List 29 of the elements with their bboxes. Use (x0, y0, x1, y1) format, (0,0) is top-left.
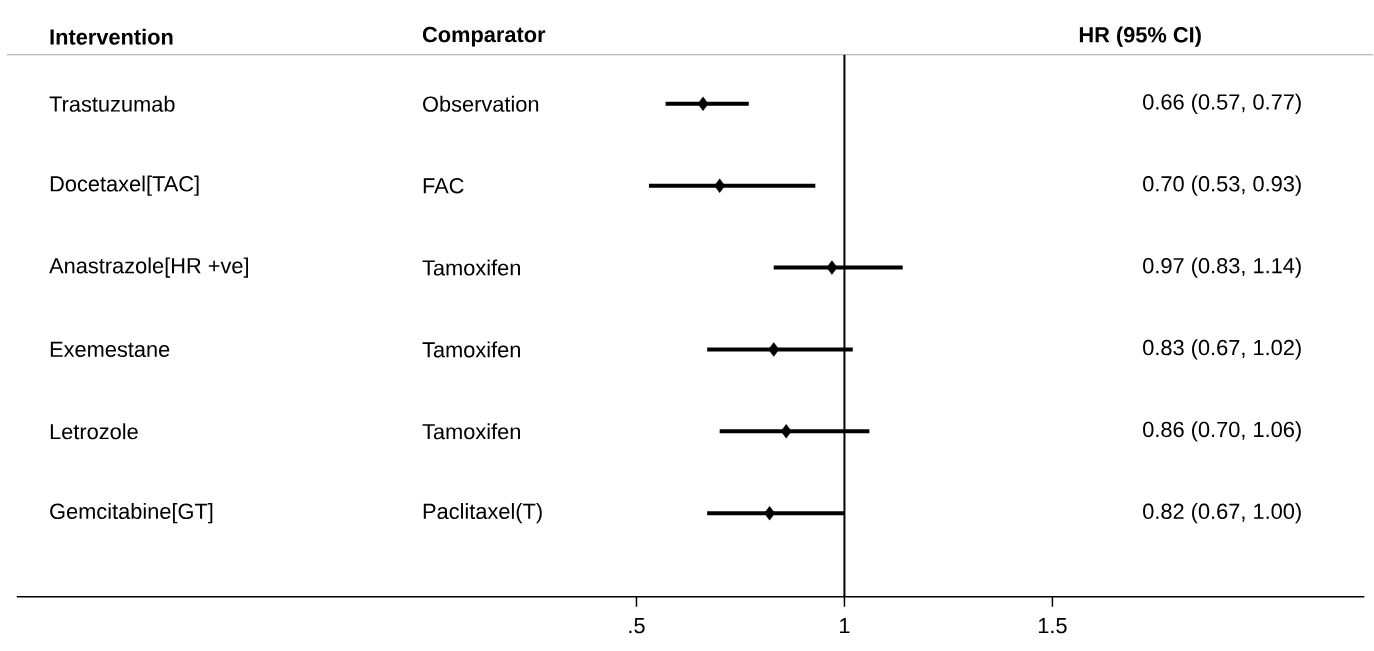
y-tick-label: Exemestane (50, 341, 170, 357)
y-tick-label: Anastrazole[HR +ve] (49, 257, 248, 278)
annotation: 0.97 (0.83, 1.14) (1143, 257, 1301, 278)
annotation: 0.70 (0.53, 0.93) (1143, 175, 1301, 196)
annotation: 0.82 (0.67, 1.00) (1143, 502, 1301, 524)
annotation: Tamoxifen (422, 259, 520, 276)
x-tick-label: .5 (629, 617, 645, 634)
annotation: Paclitaxel(T) (423, 502, 542, 524)
point (697, 96, 709, 111)
point (714, 178, 726, 193)
annotation: Tamoxifen (422, 423, 520, 440)
y-tick-label: Gemcitabine[GT] (50, 502, 213, 524)
text: HR (95% CI) (1079, 26, 1201, 47)
y-tick-label: Docetaxel[TAC] (50, 175, 199, 196)
point (768, 342, 780, 357)
annotation: 0.86 (0.70, 1.06) (1143, 420, 1301, 442)
annotation: 0.66 (0.57, 0.77) (1143, 93, 1301, 114)
text: Comparator (422, 26, 546, 47)
y-tick-label: Letrozole (50, 423, 138, 440)
x-tick-label: 1 (840, 617, 850, 633)
x-tick-label: 1.5 (1038, 617, 1067, 634)
annotation: FAC (423, 177, 464, 194)
text: Intervention (50, 28, 173, 45)
point (826, 260, 838, 275)
annotation: 0.83 (0.67, 1.02) (1143, 339, 1301, 360)
y-tick-label: Trastuzumab (49, 95, 175, 112)
annotation: Observation (423, 95, 539, 112)
point (780, 423, 792, 439)
annotation: Tamoxifen (422, 341, 520, 358)
